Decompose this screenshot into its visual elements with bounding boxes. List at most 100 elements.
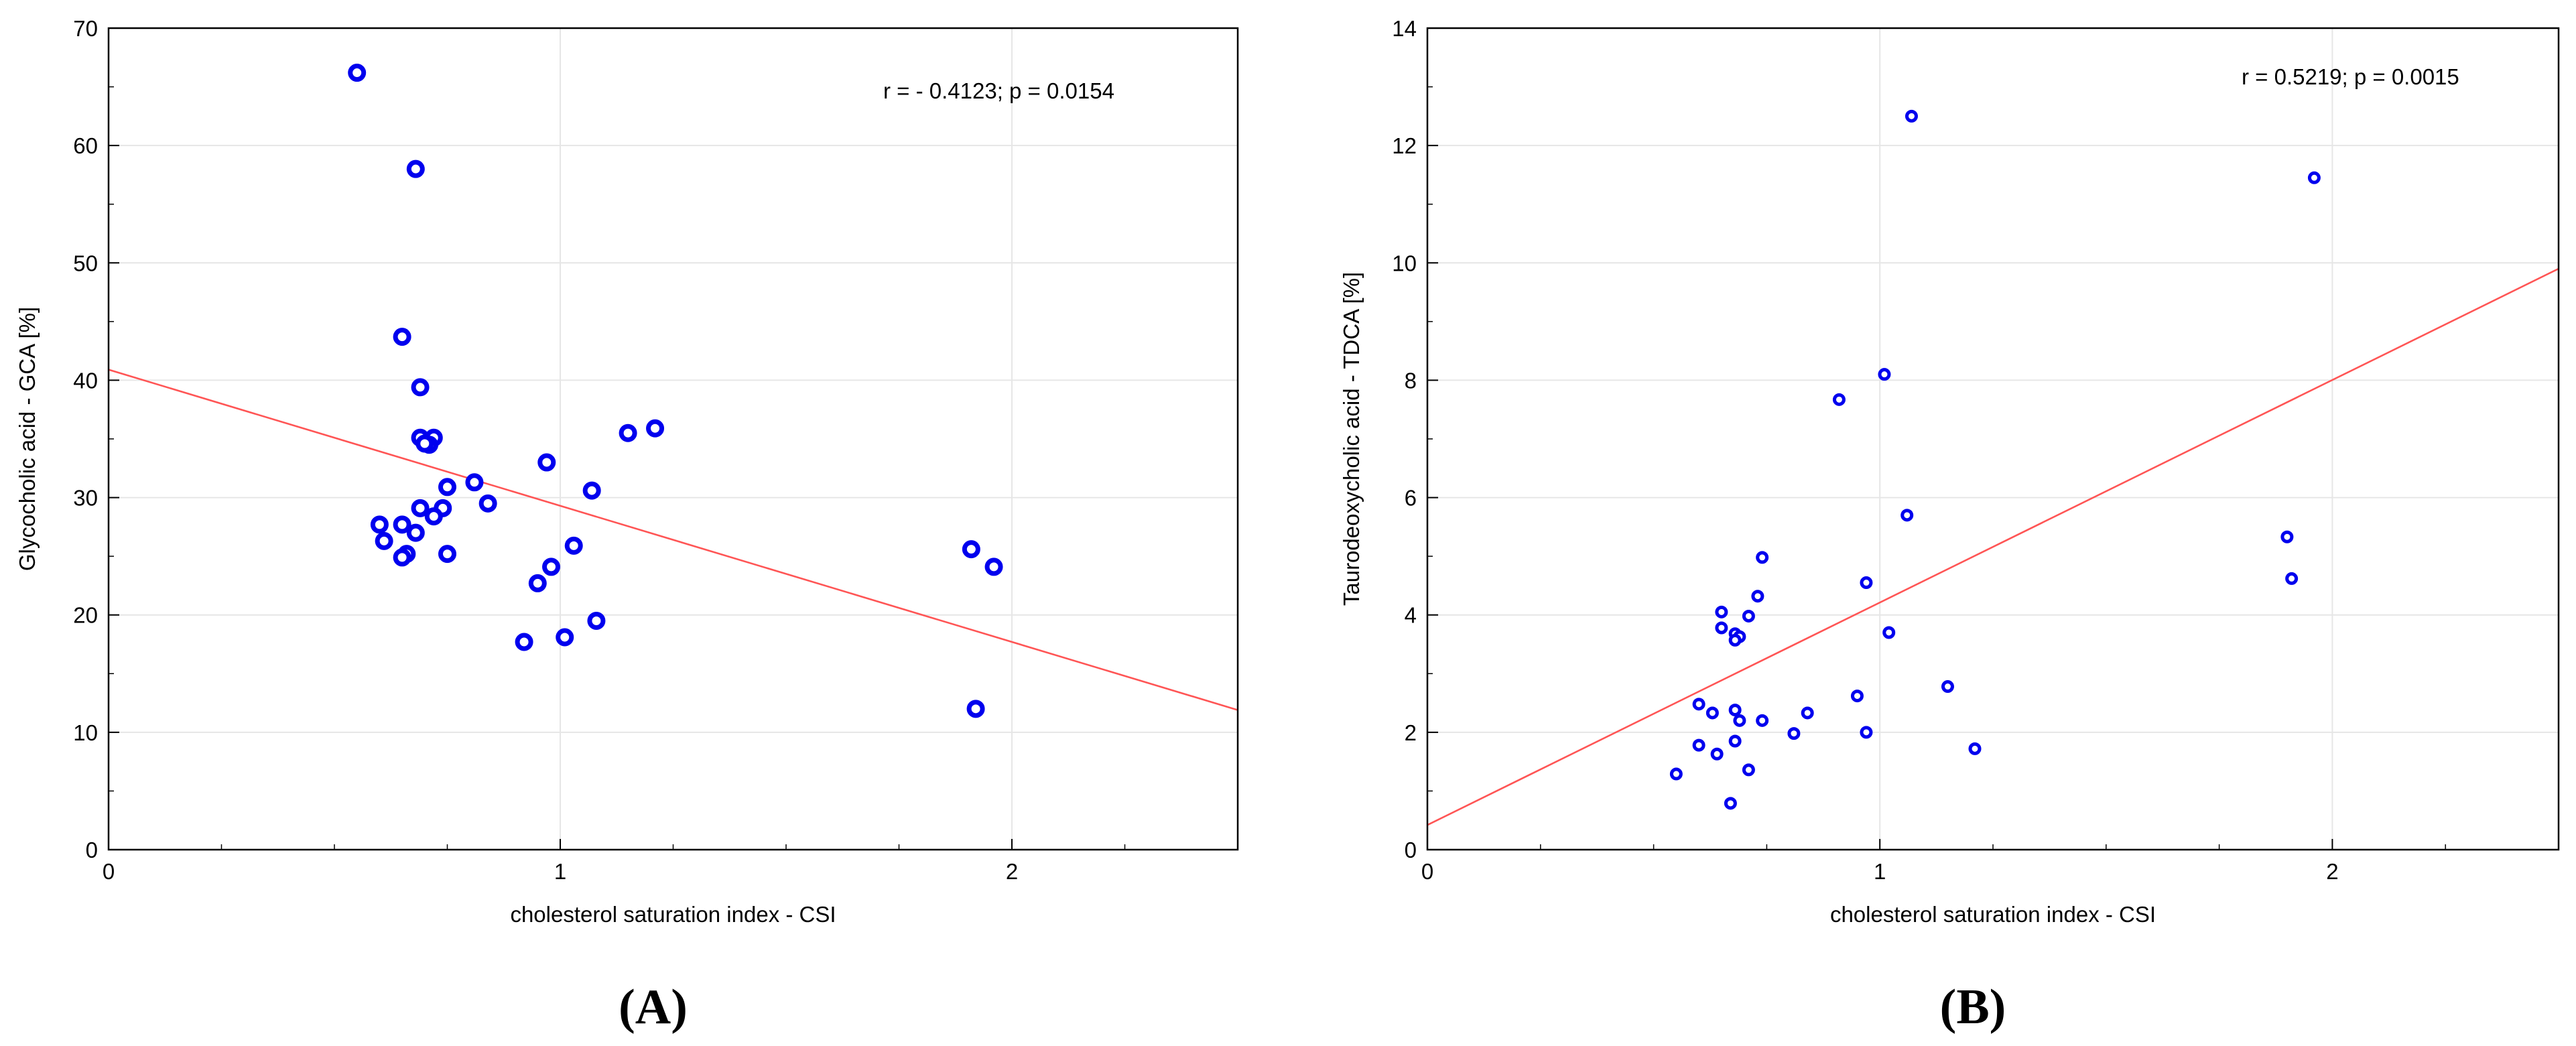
y-tick-label: 14 <box>1392 16 1417 41</box>
data-point <box>1941 680 1954 694</box>
plot-frame-a <box>107 27 1239 851</box>
y-tick-label: 40 <box>73 368 98 393</box>
x-axis-label-b: cholesterol saturation index - CSI <box>1830 902 2156 927</box>
x-axis-label-a: cholesterol saturation index - CSI <box>510 902 836 927</box>
data-point <box>375 531 393 550</box>
correlation-annotation-a: r = - 0.4123; p = 0.0154 <box>883 78 1114 103</box>
data-point <box>1715 605 1728 618</box>
data-point <box>1832 393 1846 406</box>
data-point <box>1742 763 1755 777</box>
data-point <box>1860 726 1873 739</box>
x-tick-label: 0 <box>1421 859 1433 884</box>
plot-frame-b <box>1426 27 2560 851</box>
y-axis-label-b: Taurodeoxycholic acid - TDCA [%] <box>1339 272 1364 606</box>
data-point <box>587 611 606 630</box>
data-point <box>465 473 484 492</box>
gridlines-a <box>109 28 1238 850</box>
data-points-a <box>348 64 1003 718</box>
data-point <box>393 515 411 534</box>
y-tick-label: 0 <box>1405 838 1417 862</box>
x-tick-label: 2 <box>2326 859 2338 884</box>
data-point <box>2280 530 2294 543</box>
panel-label-a: (A) <box>619 980 688 1035</box>
correlation-annotation-b: r = 0.5219; p = 0.0015 <box>2242 64 2459 89</box>
y-tick-label: 12 <box>1392 133 1417 158</box>
x-tick-label: 1 <box>1874 859 1886 884</box>
data-point <box>1715 621 1728 635</box>
data-point <box>1692 698 1705 711</box>
data-point <box>619 423 637 442</box>
y-tick-label: 10 <box>73 720 98 745</box>
data-point <box>542 558 561 576</box>
data-point <box>370 515 389 534</box>
data-point <box>424 507 443 526</box>
y-tick-label: 10 <box>1392 251 1417 275</box>
x-tick-label: 1 <box>554 859 566 884</box>
y-tick-label: 50 <box>73 251 98 275</box>
data-point <box>411 499 430 517</box>
data-point <box>646 419 665 438</box>
data-point <box>478 494 497 513</box>
data-point <box>1728 633 1742 647</box>
y-tick-label: 2 <box>1405 720 1417 745</box>
data-point <box>564 536 583 555</box>
data-point <box>1733 714 1746 727</box>
data-point <box>1756 551 1769 564</box>
data-point <box>1787 727 1801 740</box>
y-tick-label: 4 <box>1405 603 1417 628</box>
data-point <box>1742 609 1755 623</box>
data-point <box>411 378 430 397</box>
axis-ticks-a <box>108 27 1238 850</box>
panel-label-b: (B) <box>1940 980 2006 1035</box>
data-point <box>1728 704 1742 717</box>
data-point <box>528 574 547 592</box>
data-point <box>1905 109 1918 123</box>
data-point <box>966 700 985 718</box>
data-point <box>556 628 574 647</box>
regression-line-a <box>108 369 1238 711</box>
data-point <box>962 540 980 559</box>
data-point <box>1724 797 1737 810</box>
x-tick-label: 2 <box>1006 859 1018 884</box>
data-point <box>1756 714 1769 727</box>
data-points-b <box>1669 109 2321 810</box>
data-point <box>438 545 456 564</box>
y-tick-label: 20 <box>73 603 98 628</box>
data-point <box>1801 706 1814 720</box>
data-point <box>393 548 411 567</box>
axis-ticks-b <box>1427 27 2559 850</box>
data-point <box>1669 767 1683 781</box>
data-point <box>1878 368 1891 381</box>
data-point <box>438 478 456 497</box>
data-point <box>415 434 434 453</box>
x-tick-label: 0 <box>103 859 115 884</box>
y-axis-label-a: Glycocholic acid - GCA [%] <box>15 307 40 571</box>
data-point <box>406 159 425 178</box>
data-point <box>1860 576 1873 590</box>
data-point <box>1968 742 1982 755</box>
y-tick-label: 60 <box>73 133 98 158</box>
data-point <box>348 64 367 82</box>
data-point <box>582 481 601 500</box>
data-point <box>1882 626 1896 639</box>
regression-line-b <box>1427 267 2559 826</box>
y-tick-label: 6 <box>1405 486 1417 511</box>
y-tick-label: 30 <box>73 486 98 511</box>
data-point <box>406 523 425 542</box>
data-point <box>1728 734 1742 748</box>
data-point <box>984 558 1003 576</box>
data-point <box>1692 738 1705 752</box>
data-point <box>1710 747 1724 761</box>
data-point <box>1751 590 1764 603</box>
y-tick-label: 0 <box>86 838 98 862</box>
data-point <box>537 453 556 472</box>
data-point <box>2307 171 2321 184</box>
data-point <box>2285 572 2299 585</box>
data-point <box>1705 706 1719 720</box>
gridlines-b <box>1427 28 2559 850</box>
y-tick-label: 8 <box>1405 368 1417 393</box>
